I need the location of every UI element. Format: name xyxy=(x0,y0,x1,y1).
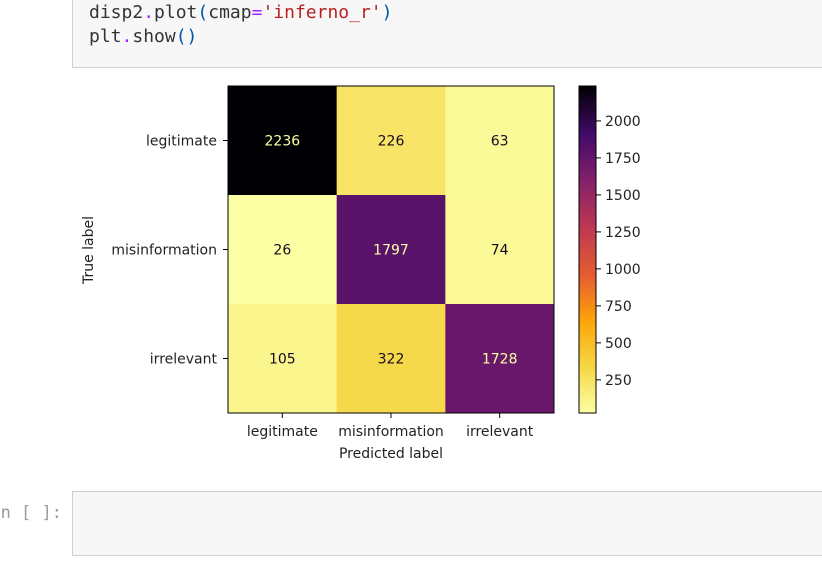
y-tick-label: misinformation xyxy=(111,243,217,259)
colorbar-tick-label: 500 xyxy=(605,336,632,352)
x-axis-label: Predicted label xyxy=(339,446,443,462)
cell-value-label: 26 xyxy=(273,243,291,259)
output-area: 2236 226 63 26 1797 74 105 322 1728 legitimate mi… xyxy=(72,68,822,478)
x-tick-label: misinformation xyxy=(338,424,444,440)
matrix-cell xyxy=(336,195,446,305)
cell-value-label: 1797 xyxy=(373,243,409,259)
code-cell[interactable]: disp2.plot(cmap='inferno_r') plt.show() xyxy=(72,0,822,68)
code-line-1: disp2.plot(cmap='inferno_r') xyxy=(89,2,393,23)
colorbar-tick-label: 250 xyxy=(605,373,632,389)
empty-code-cell[interactable] xyxy=(72,491,822,556)
confusion-matrix-chart: 2236 226 63 26 1797 74 105 322 1728 legitimate mi… xyxy=(81,85,641,462)
matrix-cell xyxy=(228,304,338,414)
cell-value-label: 2236 xyxy=(265,134,301,150)
cell-value-label: 322 xyxy=(378,352,405,368)
colorbar-tick-label: 1750 xyxy=(605,151,641,167)
matrix-cell xyxy=(445,195,555,305)
y-tick-label: irrelevant xyxy=(150,352,218,368)
matrix-cell xyxy=(336,86,446,196)
matrix-cell xyxy=(445,304,555,414)
cell-value-label: 74 xyxy=(491,243,509,259)
colorbar-tick-label: 750 xyxy=(605,299,632,315)
matrix-cell xyxy=(228,195,338,305)
code-line-2: plt.show() xyxy=(89,26,198,47)
y-tick-label: legitimate xyxy=(146,134,217,150)
colorbar xyxy=(578,85,597,414)
colorbar-tick-label: 1000 xyxy=(605,262,641,278)
matrix-cell xyxy=(228,86,338,196)
x-tick-label: irrelevant xyxy=(466,424,534,440)
x-tick-label: legitimate xyxy=(247,424,318,440)
matrix-cell xyxy=(445,86,555,196)
cell-value-label: 63 xyxy=(491,134,509,150)
y-axis-label: True label xyxy=(81,216,97,285)
colorbar-tick-label: 2000 xyxy=(605,114,641,130)
colorbar-tick-label: 1250 xyxy=(605,225,641,241)
cell-prompt: In [ ]: xyxy=(0,503,62,523)
cell-value-label: 226 xyxy=(378,134,405,150)
colorbar-tick-label: 1500 xyxy=(605,188,641,204)
cell-value-label: 105 xyxy=(269,352,296,368)
matrix-cell xyxy=(336,304,446,414)
cell-value-label: 1728 xyxy=(482,352,518,368)
